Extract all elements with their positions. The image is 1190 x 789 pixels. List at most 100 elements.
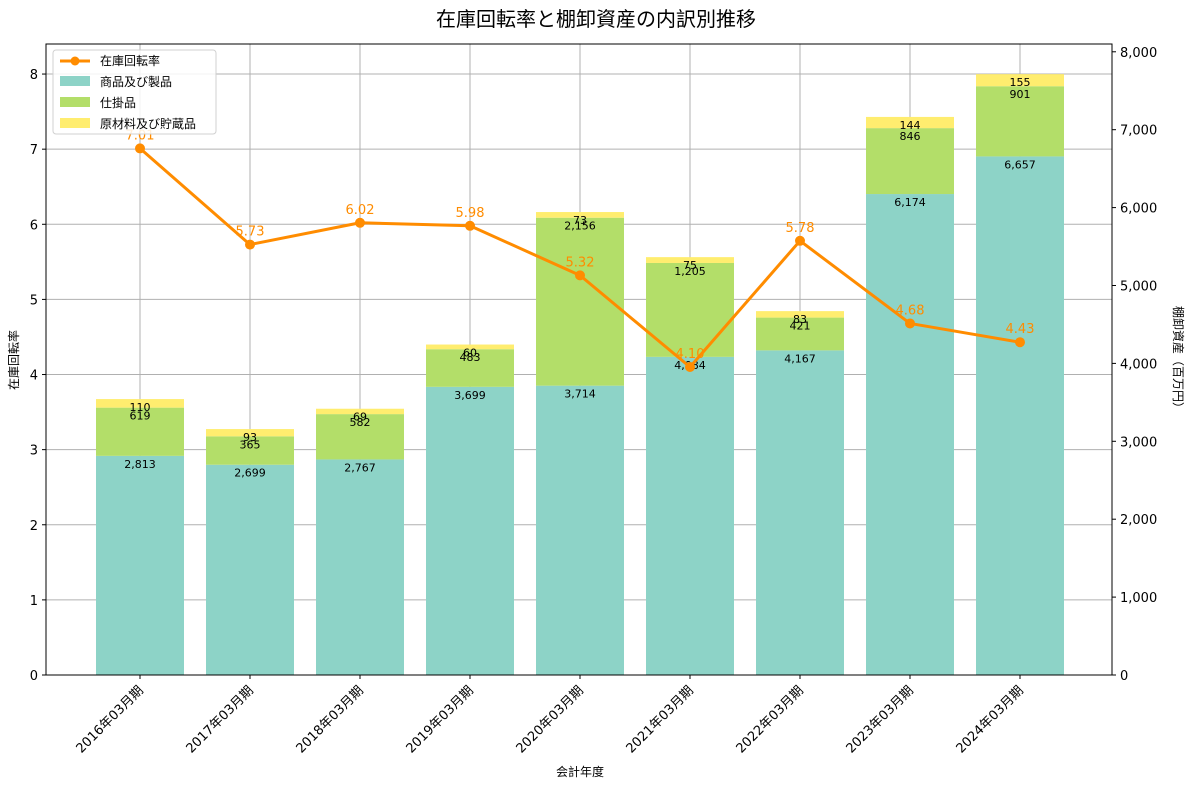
- rate-marker: [685, 362, 695, 373]
- left-tick-label: 6: [30, 218, 38, 233]
- rate-marker: [355, 217, 365, 228]
- left-tick-label: 0: [30, 669, 38, 684]
- bar-segment-label: 155: [1010, 76, 1031, 89]
- bar-segment-label: 2,699: [234, 467, 266, 480]
- rate-marker: [1015, 337, 1025, 348]
- legend-label-wip: 仕掛品: [100, 95, 136, 110]
- bar-segment-3: [316, 408, 404, 415]
- right-tick-label: 7,000: [1120, 124, 1157, 139]
- bar-segment-1: [316, 459, 404, 675]
- bar-segment-label: 110: [130, 401, 151, 414]
- right-tick-label: 3,000: [1120, 435, 1157, 450]
- bar-segment-label: 2,813: [124, 458, 156, 471]
- left-tick-label: 2: [30, 519, 38, 534]
- right-tick-label: 2,000: [1120, 513, 1157, 528]
- bar-segment-3: [206, 429, 294, 437]
- bar-segment-label: 619: [130, 410, 151, 423]
- bar-segment-label: 421: [790, 320, 811, 333]
- rate-line-layer: 7.015.736.02 5.985.324.105.784.684.43: [126, 128, 1034, 373]
- x-tick-label: 2016年03月期: [74, 683, 147, 756]
- bar-segment-2: [426, 349, 514, 387]
- bar-segment-2: [866, 128, 954, 195]
- bar-segment-3: [866, 116, 954, 129]
- bar-segment-label: 365: [240, 438, 261, 451]
- bar-segment-3: [536, 212, 624, 218]
- right-tick-label: 0: [1120, 669, 1128, 684]
- bar-segment-3: [756, 311, 844, 318]
- rate-value-label: 4.68: [896, 303, 925, 318]
- bar-segment-1: [866, 194, 954, 675]
- right-tick-label: 1,000: [1120, 591, 1157, 606]
- bar-segment-label: 60: [463, 347, 477, 360]
- bar-segment-label: 83: [793, 313, 807, 326]
- bar-segment-label: 4,167: [784, 352, 816, 365]
- rate-value-label: 6.02: [346, 203, 375, 218]
- bar-segment-label: 93: [243, 431, 257, 444]
- chart-title: 在庫回転率と棚卸資産の内訳別推移: [436, 7, 756, 31]
- plot-frame: [45, 43, 1113, 676]
- bar-segment-3: [976, 74, 1064, 87]
- bar-segment-label: 582: [350, 416, 371, 429]
- rate-marker: [245, 239, 255, 250]
- bar-segment-2: [316, 414, 404, 460]
- rate-marker: [905, 318, 915, 329]
- x-tick-label: 2020年03月期: [514, 683, 587, 756]
- segment-labels-layer: 2,8136191102,699365932,767582693,6994836…: [124, 76, 1036, 480]
- legend-swatch-materials: [60, 118, 90, 128]
- bar-segment-label: 6,657: [1004, 158, 1036, 171]
- x-tick-label: 2017年03月期: [184, 683, 257, 756]
- right-tick-label: 8,000: [1120, 46, 1157, 61]
- x-tick-label: 2022年03月期: [734, 683, 807, 756]
- bar-segment-label: 483: [460, 351, 481, 364]
- x-tick-label: 2018年03月期: [294, 683, 367, 756]
- bar-segment-label: 6,174: [894, 196, 926, 209]
- bar-segment-label: 3,699: [454, 389, 486, 402]
- rate-marker: [465, 220, 475, 231]
- bar-segment-label: 3,714: [564, 388, 596, 401]
- bar-segment-label: 2,156: [564, 220, 596, 233]
- right-tick-label: 4,000: [1120, 357, 1157, 372]
- rate-marker: [795, 235, 805, 246]
- bar-segment-label: 846: [900, 130, 921, 143]
- bar-segment-1: [536, 385, 624, 675]
- legend-swatch-products: [60, 76, 90, 86]
- right-tick-label: 6,000: [1120, 202, 1157, 217]
- bar-segment-label: 75: [683, 259, 697, 272]
- bar-segment-1: [206, 464, 294, 675]
- right-axis-label: 棚卸資産（百万円）: [1171, 306, 1186, 414]
- bar-segment-3: [426, 344, 514, 350]
- legend-label-products: 商品及び製品: [100, 74, 172, 89]
- legend-box: [52, 49, 217, 135]
- rate-value-label: 5.98: [456, 206, 485, 221]
- right-tick-label: 5,000: [1120, 279, 1157, 294]
- rate-value-label: 5.78: [786, 221, 815, 236]
- legend-label-rate: 在庫回転率: [100, 53, 160, 68]
- bar-segment-1: [756, 350, 844, 675]
- bar-segment-1: [426, 386, 514, 675]
- rate-marker: [135, 143, 145, 154]
- x-tick-label: 2021年03月期: [624, 683, 697, 756]
- left-tick-label: 7: [30, 143, 38, 158]
- bar-segment-2: [756, 317, 844, 351]
- x-tick-label: 2024年03月期: [954, 683, 1027, 756]
- left-tick-label: 5: [30, 293, 38, 308]
- bars-layer: [96, 74, 1064, 675]
- bar-segment-2: [206, 436, 294, 465]
- bar-segment-2: [976, 86, 1064, 157]
- rate-value-label: 5.32: [566, 255, 595, 270]
- rate-value-label: 5.73: [236, 225, 265, 240]
- legend-swatch-wip: [60, 97, 90, 107]
- bar-segment-1: [646, 356, 734, 675]
- x-tick-label: 2023年03月期: [844, 683, 917, 756]
- bar-segment-3: [646, 257, 734, 263]
- rate-value-label: 4.10: [676, 347, 705, 362]
- left-tick-label: 1: [30, 594, 38, 609]
- bar-segment-2: [96, 407, 184, 456]
- bar-segment-label: 2,767: [344, 461, 376, 474]
- bar-segment-label: 144: [900, 119, 921, 132]
- bar-segment-label: 901: [1010, 88, 1031, 101]
- legend-label-materials: 原材料及び貯蔵品: [100, 117, 196, 131]
- left-tick-label: 3: [30, 444, 38, 459]
- left-axis-label: 在庫回転率: [6, 330, 21, 390]
